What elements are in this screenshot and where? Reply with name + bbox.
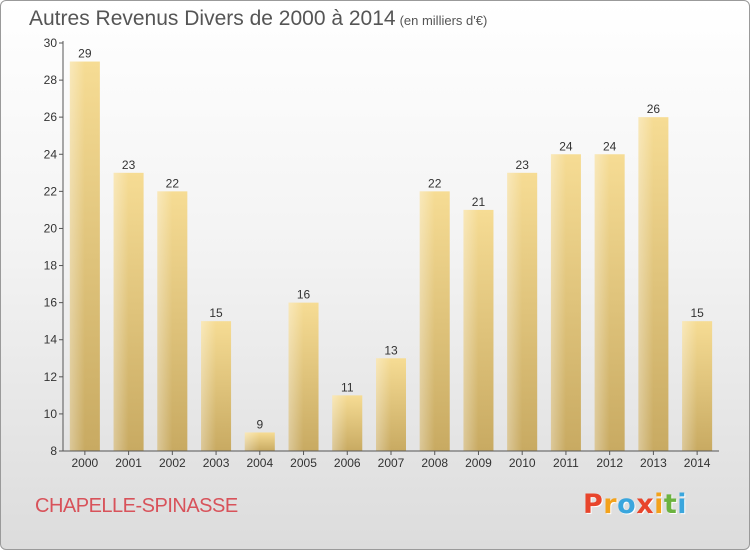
- y-tick-label: 10: [44, 407, 58, 421]
- x-tick-label: 2012: [596, 456, 623, 470]
- chart-title: Autres Revenus Divers de 2000 à 2014 (en …: [29, 7, 487, 31]
- x-tick-label: 2005: [290, 456, 317, 470]
- logo-letter: t: [663, 489, 678, 520]
- bar-value-label: 23: [516, 158, 530, 172]
- bar-group: 9: [244, 417, 275, 451]
- bar-highlight: [113, 172, 129, 451]
- y-tick-label: 14: [44, 333, 58, 347]
- bar-group: 29: [69, 47, 100, 451]
- y-tick-label: 30: [44, 36, 58, 50]
- bar-group: 13: [376, 343, 406, 451]
- bar-highlight: [244, 432, 260, 451]
- x-axis: 2000 2001 2002 2003 2004 2005 2006 2007 2008 2009…: [63, 450, 719, 470]
- bar-group: 21: [463, 195, 494, 451]
- y-tick-label: 12: [44, 370, 58, 384]
- chart-title-text: Autres Revenus Divers de 2000 à 2014: [29, 7, 396, 30]
- bar-group: 26: [638, 102, 669, 451]
- bar-value-label: 23: [122, 158, 136, 172]
- y-tick-label: 18: [44, 259, 58, 273]
- bar-group: 11: [332, 380, 363, 451]
- bar-value-label: 29: [78, 47, 92, 61]
- x-tick-label: 2002: [159, 456, 186, 470]
- bar-highlight: [550, 154, 566, 452]
- y-tick-label: 26: [44, 110, 58, 124]
- logo-letter: x: [636, 489, 655, 520]
- bar-value-label: 11: [341, 380, 354, 394]
- bar-highlight: [638, 117, 654, 451]
- bar-group: 24: [594, 139, 625, 452]
- bar-highlight: [157, 191, 173, 451]
- x-tick-label: 2014: [684, 456, 711, 470]
- bar-highlight: [507, 172, 523, 451]
- bar-value-label: 22: [428, 176, 442, 190]
- bar-group: 15: [201, 306, 232, 451]
- x-tick-label: 2011: [553, 456, 579, 470]
- bar-highlight: [288, 302, 304, 451]
- y-tick-label: 16: [44, 296, 58, 310]
- bar-highlight: [682, 321, 698, 451]
- chart-subtitle: (en milliers d'€): [399, 13, 488, 28]
- logo-letter: r: [603, 489, 618, 520]
- bar-value-label: 24: [603, 139, 617, 153]
- bar-group: 24: [550, 139, 581, 452]
- x-tick-label: 2004: [246, 456, 273, 470]
- bar-highlight: [463, 209, 479, 451]
- bar-highlight: [376, 358, 391, 451]
- y-tick-label: 22: [44, 184, 58, 198]
- bars-group: 29 23 22 15 9 16 11 13 22 21 23 24 24 26 15: [69, 47, 713, 452]
- commune-name: CHAPELLE-SPINASSE: [35, 495, 238, 517]
- bar-group: 23: [507, 158, 538, 451]
- y-tick-label: 8: [50, 444, 57, 458]
- bar-value-label: 16: [297, 288, 311, 302]
- logo-letter: i: [654, 489, 664, 520]
- x-tick-label: 2000: [72, 456, 99, 470]
- x-tick-label: 2010: [509, 456, 536, 470]
- y-tick-label: 28: [44, 73, 58, 87]
- bar-highlight: [332, 395, 348, 451]
- bar-value-label: 13: [384, 343, 398, 357]
- bar-group: 22: [157, 176, 188, 451]
- bar-highlight: [419, 191, 435, 451]
- x-tick-label: 2003: [203, 456, 230, 470]
- bar-value-label: 26: [647, 102, 661, 116]
- x-tick-label: 2009: [465, 456, 492, 470]
- y-tick-label: 20: [44, 221, 58, 235]
- x-tick-label: 2007: [378, 456, 405, 470]
- bar-highlight: [594, 154, 610, 452]
- bar-value-label: 15: [209, 306, 223, 320]
- bar-group: 15: [682, 306, 713, 451]
- bar-highlight: [69, 61, 85, 451]
- x-tick-label: 2001: [115, 456, 142, 470]
- bar-value-label: 22: [166, 176, 180, 190]
- bar-group: 22: [419, 176, 450, 451]
- x-tick-label: 2006: [334, 456, 361, 470]
- bar-value-label: 24: [559, 139, 573, 153]
- bar-group: 16: [288, 288, 319, 451]
- y-tick-label: 24: [44, 147, 58, 161]
- bar-group: 23: [113, 158, 144, 451]
- logo-letter: i: [677, 489, 688, 520]
- bar-value-label: 9: [256, 417, 263, 431]
- bar-value-label: 21: [472, 195, 486, 209]
- proxiti-logo[interactable]: Proxiti: [583, 489, 687, 520]
- logo-letter: P: [583, 489, 604, 520]
- logo-letter: o: [617, 489, 637, 520]
- x-tick-label: 2013: [640, 456, 667, 470]
- y-axis: 8 10 12 14 16 18 20 22 24 26 28 30: [44, 36, 64, 458]
- bar-value-label: 15: [690, 306, 704, 320]
- x-tick-label: 2008: [421, 456, 448, 470]
- bar-highlight: [201, 321, 217, 451]
